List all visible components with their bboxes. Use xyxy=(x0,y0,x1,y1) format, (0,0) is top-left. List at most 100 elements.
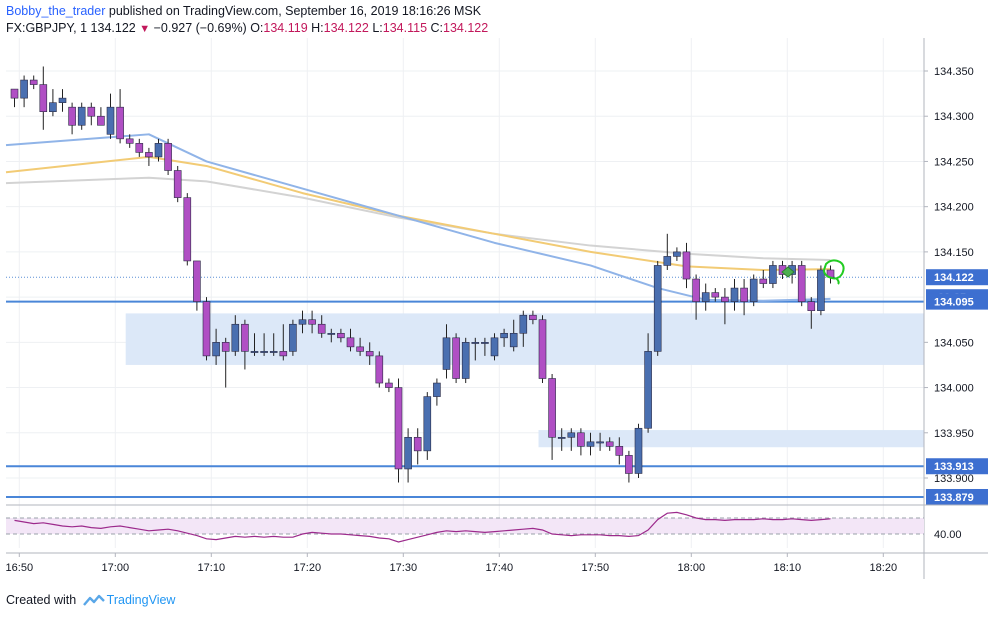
candle[interactable] xyxy=(577,432,585,447)
candle[interactable] xyxy=(20,79,28,99)
candle[interactable] xyxy=(106,106,115,135)
candle[interactable] xyxy=(721,296,729,302)
candle[interactable] xyxy=(605,441,614,447)
candle[interactable] xyxy=(356,346,364,352)
candle[interactable] xyxy=(279,351,288,357)
candle[interactable] xyxy=(471,342,480,344)
candle[interactable] xyxy=(250,351,259,353)
green-drawing-icon xyxy=(822,259,845,285)
candle[interactable] xyxy=(29,79,38,85)
candle[interactable] xyxy=(759,278,768,284)
plot-area[interactable] xyxy=(6,38,924,553)
candle[interactable] xyxy=(548,378,556,438)
candle[interactable] xyxy=(596,441,604,444)
candle[interactable] xyxy=(173,170,182,198)
candle[interactable] xyxy=(807,301,816,311)
candle[interactable] xyxy=(68,106,76,126)
candle[interactable] xyxy=(481,342,489,344)
candle[interactable] xyxy=(586,441,595,447)
chart-header: Bobby_the_trader published on TradingVie… xyxy=(6,3,906,38)
author-link[interactable]: Bobby_the_trader xyxy=(6,4,106,18)
price-tick-label: 134.050 xyxy=(934,337,974,349)
support-level-badge-bg xyxy=(926,488,988,505)
candle[interactable] xyxy=(193,260,201,302)
candle[interactable] xyxy=(385,382,393,388)
candle[interactable] xyxy=(442,337,451,370)
candle[interactable] xyxy=(509,332,518,348)
candle[interactable] xyxy=(769,265,777,284)
candle[interactable] xyxy=(701,292,710,302)
candle[interactable] xyxy=(567,432,576,438)
candle[interactable] xyxy=(77,106,86,126)
time-tick-label: 18:20 xyxy=(870,562,898,574)
candle[interactable] xyxy=(241,323,249,352)
candle[interactable] xyxy=(538,319,547,379)
time-tick-label: 17:50 xyxy=(582,562,610,574)
candle[interactable] xyxy=(625,455,633,474)
candle[interactable] xyxy=(365,351,374,357)
candle[interactable] xyxy=(394,387,403,470)
candle[interactable] xyxy=(49,102,57,112)
candle[interactable] xyxy=(529,314,537,321)
rsi-level-label: 40.00 xyxy=(934,529,962,541)
candle[interactable] xyxy=(634,427,643,474)
tradingview-brand-link[interactable]: TradingView xyxy=(106,593,176,607)
candle[interactable] xyxy=(154,143,163,158)
candle[interactable] xyxy=(413,436,422,452)
candle[interactable] xyxy=(87,106,96,117)
candle[interactable] xyxy=(749,278,758,302)
candle[interactable] xyxy=(298,319,307,325)
candle[interactable] xyxy=(375,355,384,384)
candle[interactable] xyxy=(116,106,124,140)
candle[interactable] xyxy=(615,446,624,456)
candle[interactable] xyxy=(519,314,528,334)
candle[interactable] xyxy=(490,337,499,357)
candle[interactable] xyxy=(260,351,268,353)
rsi-line[interactable] xyxy=(14,511,831,543)
price-tick-label: 134.150 xyxy=(934,247,974,259)
candle[interactable] xyxy=(461,342,470,379)
candle[interactable] xyxy=(797,265,806,302)
candle[interactable] xyxy=(452,337,460,379)
candle[interactable] xyxy=(39,84,48,112)
candle[interactable] xyxy=(673,251,681,257)
candle[interactable] xyxy=(10,88,19,99)
candle[interactable] xyxy=(145,152,153,158)
candle[interactable] xyxy=(682,251,691,280)
candle[interactable] xyxy=(337,332,345,339)
candle[interactable] xyxy=(711,292,720,298)
candle[interactable] xyxy=(289,323,297,352)
candle[interactable] xyxy=(327,332,336,335)
candle[interactable] xyxy=(346,337,355,348)
candle[interactable] xyxy=(423,396,432,452)
candle[interactable] xyxy=(58,97,67,103)
candle[interactable] xyxy=(97,115,105,126)
candle[interactable] xyxy=(653,265,662,352)
candle[interactable] xyxy=(135,143,144,153)
candle[interactable] xyxy=(692,278,700,302)
close-label: C: xyxy=(430,21,444,35)
candle[interactable] xyxy=(231,323,240,352)
candle[interactable] xyxy=(557,436,566,439)
candle[interactable] xyxy=(221,342,230,352)
candle[interactable] xyxy=(308,319,316,325)
open-label: O: xyxy=(250,21,264,35)
time-tick-label: 18:00 xyxy=(678,562,706,574)
candle[interactable] xyxy=(202,301,211,357)
candle[interactable] xyxy=(212,342,220,357)
candle[interactable] xyxy=(730,287,739,302)
candle[interactable] xyxy=(644,351,652,429)
candle[interactable] xyxy=(317,323,326,334)
candle[interactable] xyxy=(164,143,172,171)
candle[interactable] xyxy=(125,138,134,144)
candle[interactable] xyxy=(404,436,412,470)
candle[interactable] xyxy=(183,197,192,262)
candle[interactable] xyxy=(433,382,441,397)
candle[interactable] xyxy=(740,287,748,302)
candle[interactable] xyxy=(500,332,508,339)
candle[interactable] xyxy=(663,256,672,266)
candle[interactable] xyxy=(817,269,825,311)
price-chart[interactable]: 134.350 134.300 134.250 134.200 134.150 134.0… xyxy=(0,0,988,590)
symbol-label: FX:GBPJPY, 1 xyxy=(6,21,88,35)
candle[interactable] xyxy=(269,351,278,353)
